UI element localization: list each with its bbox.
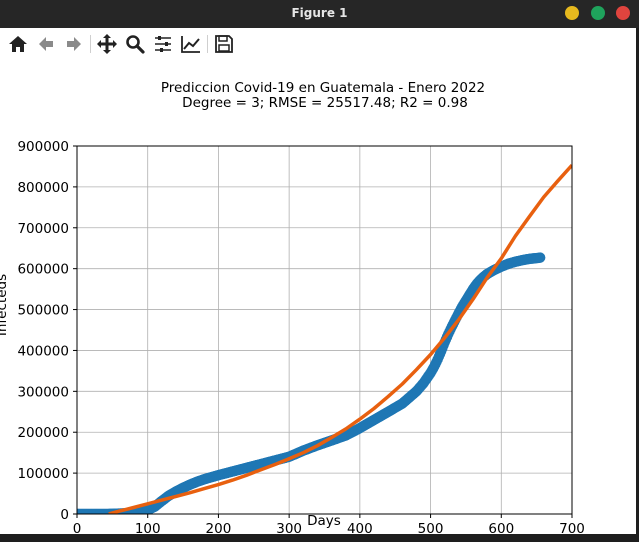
edit-axis-button[interactable]	[179, 32, 203, 56]
x-tick-label: 700	[559, 521, 585, 534]
home-icon	[9, 36, 27, 52]
y-tick-label: 600000	[17, 262, 69, 278]
minimize-button[interactable]	[565, 6, 579, 20]
navigation-toolbar	[0, 28, 636, 60]
y-tick-label: 900000	[17, 139, 69, 155]
x-tick-label: 100	[135, 521, 161, 534]
x-tick-label: 400	[347, 521, 373, 534]
y-tick-label: 700000	[17, 221, 69, 237]
chart-title: Prediccion Covid-19 en Guatemala - Enero…	[161, 80, 485, 96]
chart-figure: Prediccion Covid-19 en Guatemala - Enero…	[0, 60, 636, 534]
zoom-icon	[126, 35, 145, 54]
forward-icon	[67, 37, 81, 51]
y-tick-label: 500000	[17, 303, 69, 319]
edit-axis-icon	[181, 36, 200, 53]
x-tick-label: 200	[206, 521, 232, 534]
axes-frame	[76, 145, 573, 515]
home-button[interactable]	[6, 32, 30, 56]
y-tick-label: 300000	[17, 384, 69, 400]
fit-line	[108, 164, 572, 514]
close-button[interactable]	[616, 6, 630, 20]
observed-point	[534, 252, 546, 263]
pan-icon	[97, 34, 117, 54]
forward-button[interactable]	[62, 32, 86, 56]
y-tick-label: 200000	[17, 425, 69, 441]
title-bar: Figure 1	[0, 0, 639, 28]
zoom-button[interactable]	[123, 32, 147, 56]
status-strip	[0, 534, 639, 542]
toolbar-separator	[90, 35, 91, 53]
y-tick-label: 100000	[17, 466, 69, 482]
back-button[interactable]	[34, 32, 58, 56]
y-tick-label: 800000	[17, 180, 69, 196]
toolbar-separator	[207, 35, 208, 53]
plot-area	[77, 164, 572, 514]
save-icon	[215, 35, 233, 53]
x-tick-label: 600	[488, 521, 514, 534]
chart-subtitle: Degree = 3; RMSE = 25517.48; R2 = 0.98	[182, 95, 468, 111]
y-tick-label: 400000	[17, 343, 69, 359]
x-axis-label: Days	[307, 513, 341, 529]
pan-button[interactable]	[95, 32, 119, 56]
configure-subplots-icon	[155, 36, 171, 52]
configure-subplots-button[interactable]	[151, 32, 175, 56]
y-axis-label: Infecteds	[0, 274, 10, 336]
axis-ticks: 0 100 200 300 400 500 600 700 0 100000 200000 30000…	[17, 139, 584, 534]
save-button[interactable]	[212, 32, 236, 56]
x-tick-label: 300	[276, 521, 302, 534]
back-icon	[39, 37, 53, 51]
series-group	[77, 164, 572, 514]
maximize-button[interactable]	[591, 6, 605, 20]
figure-window: Prediccion Covid-19 en Guatemala - Enero…	[0, 28, 636, 534]
x-tick-label: 500	[418, 521, 444, 534]
window-title: Figure 1	[291, 6, 348, 20]
x-tick-label: 0	[73, 521, 82, 534]
y-tick-label: 0	[60, 507, 69, 523]
